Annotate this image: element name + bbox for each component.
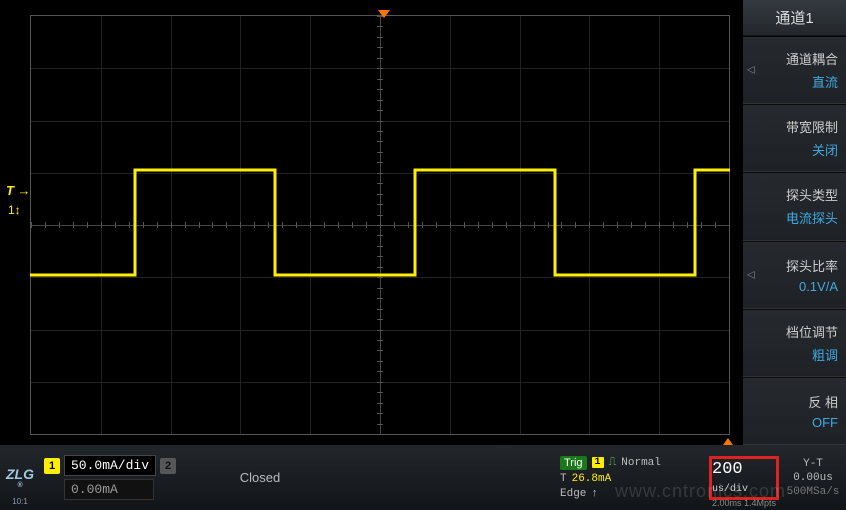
bottom-bar: ZLG® 10:1 1 50.0mA/div 2 0.00mA Closed T…	[0, 445, 846, 510]
side-item-value: 粗调	[812, 345, 838, 364]
ch2-badge[interactable]: 2	[160, 458, 176, 474]
trig-level[interactable]: 26.8mA	[572, 473, 612, 485]
logo-sub: 10:1	[12, 497, 28, 506]
side-item-value: 0.1V/A	[799, 279, 838, 294]
trigger-level-label: T →	[6, 183, 31, 198]
trig-status-badge: Trig	[560, 456, 587, 470]
ch1-offset[interactable]: 0.00mA	[64, 479, 154, 500]
sample-rate: 500MSa/s	[787, 486, 840, 498]
trig-source-badge[interactable]: 1	[592, 457, 604, 468]
chevron-left-icon: ◁	[747, 65, 755, 76]
timebase-extra1: 2.00ms	[712, 498, 742, 508]
side-item-label: 反 相	[808, 392, 838, 411]
logo: ZLG® 10:1	[0, 445, 40, 510]
side-panel-header: 通道1	[743, 0, 846, 36]
timebase-extra2: 1.4Mpts	[744, 498, 776, 508]
grid	[30, 15, 730, 435]
side-item-value: OFF	[812, 415, 838, 430]
ch1-scale[interactable]: 50.0mA/div	[64, 455, 156, 476]
side-item-label: 带宽限制	[786, 117, 838, 136]
trigger-marker-bottom-icon	[723, 438, 733, 445]
trigger-marker-top-icon	[378, 10, 390, 18]
edge-icon: ⎍	[609, 457, 617, 469]
side-item-label: 档位调节	[786, 322, 838, 341]
side-item-0[interactable]: ◁ 通道耦合直流	[743, 36, 846, 104]
side-item-2[interactable]: 探头类型电流探头	[743, 172, 846, 240]
side-item-3[interactable]: ◁ 探头比率 0.1V/A	[743, 241, 846, 309]
closed-label: Closed	[220, 445, 300, 510]
side-panel: 通道1 ◁ 通道耦合直流带宽限制关闭探头类型电流探头 ◁ 探头比率 0.1V/A 档位调节…	[743, 0, 846, 445]
timebase-block: 200 us/div 2.00ms 1.4Mpts	[704, 445, 784, 510]
side-item-4[interactable]: 档位调节粗调	[743, 309, 846, 377]
trigger-block: Trig 1 ⎍ Normal T 26.8mA Edge ↑	[554, 445, 704, 510]
trig-slope[interactable]: ↑	[591, 488, 598, 500]
channel-ground-label: 1↕	[8, 203, 21, 217]
side-item-value: 关闭	[812, 140, 838, 159]
timebase-value: 200	[712, 460, 743, 479]
side-item-1[interactable]: 带宽限制关闭	[743, 104, 846, 172]
chevron-left-icon: ◁	[747, 269, 755, 280]
yt-block: Y-T 0.00us 500MSa/s	[784, 445, 846, 510]
logo-text: ZLG	[6, 466, 34, 482]
side-item-value: 直流	[812, 72, 838, 91]
trig-type[interactable]: Edge	[560, 488, 586, 500]
side-item-value: 电流探头	[786, 208, 838, 227]
scope-display: T → 1↕	[0, 0, 743, 445]
yt-delay[interactable]: 0.00us	[793, 472, 833, 484]
timebase-unit: us/div	[712, 484, 748, 495]
side-item-5[interactable]: 反 相 OFF	[743, 377, 846, 445]
side-item-label: 探头类型	[786, 185, 838, 204]
trig-level-t: T	[560, 473, 567, 485]
ch1-badge[interactable]: 1	[44, 458, 60, 474]
channel-controls: 1 50.0mA/div 2 0.00mA	[40, 445, 220, 510]
side-item-label: 探头比率	[786, 256, 838, 275]
yt-mode[interactable]: Y-T	[803, 458, 823, 470]
side-item-label: 通道耦合	[786, 49, 838, 68]
trig-mode[interactable]: Normal	[621, 457, 661, 469]
timebase-highlight[interactable]: 200 us/div	[709, 456, 779, 500]
